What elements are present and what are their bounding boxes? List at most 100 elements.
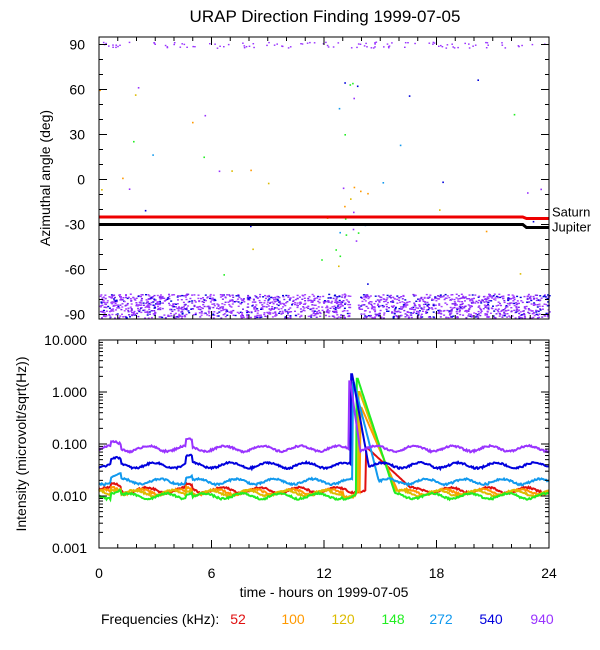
- noise-point: [271, 316, 274, 318]
- azimuth-point: [477, 79, 479, 81]
- noise-point: [316, 297, 319, 299]
- noise-point: [394, 298, 396, 300]
- noise-point: [142, 309, 145, 312]
- noise-point: [383, 314, 386, 316]
- noise-point: [506, 313, 509, 315]
- noise-point: [485, 298, 488, 301]
- noise-point: [130, 300, 133, 302]
- noise-point: [217, 305, 220, 307]
- noise-point: [470, 313, 472, 316]
- noise-point: [486, 311, 489, 313]
- legend-item-540: 540: [479, 611, 503, 627]
- azimuth-point: [457, 46, 459, 49]
- noise-point: [256, 316, 259, 319]
- noise-point: [255, 296, 258, 298]
- noise-point: [180, 307, 182, 309]
- noise-point: [544, 294, 546, 296]
- noise-point: [477, 310, 480, 313]
- noise-point: [400, 314, 403, 317]
- noise-point: [471, 302, 474, 304]
- noise-point: [112, 305, 115, 307]
- noise-point: [218, 311, 221, 313]
- noise-point: [189, 297, 192, 300]
- noise-point: [377, 295, 380, 297]
- noise-point: [247, 306, 250, 308]
- noise-point: [468, 308, 471, 310]
- noise-point: [144, 317, 147, 319]
- noise-point: [326, 300, 329, 302]
- azimuth-point: [374, 43, 376, 45]
- noise-point: [523, 314, 526, 316]
- noise-point: [273, 307, 276, 309]
- azimuth-point: [281, 45, 283, 47]
- noise-point: [375, 314, 378, 317]
- noise-point: [292, 296, 295, 298]
- noise-point: [503, 299, 506, 302]
- noise-point: [246, 314, 249, 316]
- noise-point: [541, 316, 544, 318]
- noise-point: [254, 306, 257, 308]
- noise-point: [423, 301, 426, 303]
- noise-point: [475, 313, 477, 315]
- azimuth-point: [472, 45, 474, 47]
- azimuth-point: [204, 114, 207, 117]
- noise-point: [373, 306, 376, 308]
- noise-point: [116, 304, 118, 306]
- noise-point: [237, 301, 240, 303]
- noise-point: [418, 304, 421, 306]
- noise-point: [386, 306, 388, 308]
- noise-point: [504, 308, 507, 310]
- noise-point: [294, 314, 297, 317]
- noise-point: [114, 302, 117, 305]
- noise-point: [468, 298, 471, 300]
- noise-point: [392, 296, 395, 298]
- noise-point: [427, 308, 430, 311]
- noise-point: [455, 304, 458, 306]
- noise-point: [499, 296, 502, 299]
- noise-point: [397, 296, 400, 299]
- azimuth-point: [372, 47, 375, 49]
- noise-point: [286, 314, 289, 316]
- noise-point: [468, 294, 471, 296]
- noise-point: [132, 312, 135, 314]
- noise-point: [99, 310, 102, 313]
- noise-point: [484, 313, 487, 315]
- noise-point: [516, 310, 519, 312]
- noise-point: [119, 315, 122, 317]
- azimuth-point: [432, 43, 434, 45]
- azimuth-point: [300, 43, 302, 45]
- noise-point: [437, 295, 439, 297]
- noise-point: [247, 294, 250, 297]
- noise-point: [283, 298, 286, 301]
- noise-point: [167, 314, 170, 316]
- noise-point: [177, 316, 180, 318]
- noise-point: [209, 301, 212, 303]
- azimuth-point: [133, 140, 135, 143]
- noise-point: [105, 306, 108, 309]
- noise-point: [475, 300, 478, 303]
- noise-point: [454, 304, 457, 306]
- noise-point: [513, 309, 516, 312]
- noise-point: [284, 317, 287, 319]
- noise-point: [266, 311, 269, 314]
- noise-point: [477, 302, 480, 304]
- noise-point: [463, 296, 466, 299]
- noise-point: [177, 295, 179, 297]
- noise-point: [296, 306, 299, 309]
- noise-point: [285, 302, 288, 304]
- noise-point: [153, 298, 156, 300]
- noise-point: [160, 294, 162, 296]
- intensity-tick-label: 0.010: [52, 488, 87, 504]
- noise-point: [106, 301, 109, 304]
- noise-point: [111, 295, 114, 298]
- noise-point: [287, 308, 290, 311]
- noise-point: [410, 307, 413, 309]
- noise-point: [328, 310, 331, 312]
- noise-point: [318, 302, 321, 304]
- noise-point: [175, 316, 178, 318]
- noise-point: [396, 298, 399, 301]
- noise-point: [286, 310, 289, 313]
- noise-point: [170, 315, 173, 317]
- noise-point: [226, 294, 229, 296]
- noise-point: [515, 307, 518, 309]
